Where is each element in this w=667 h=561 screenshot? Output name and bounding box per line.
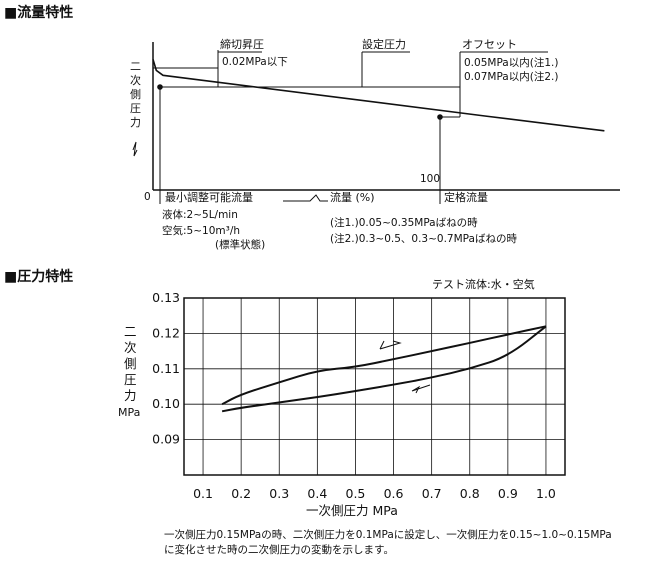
pressure-x-label: 一次側圧力 MPa xyxy=(306,503,398,518)
x-tick-label: 0.3 xyxy=(269,486,289,501)
p-y-char-3: 圧 xyxy=(124,372,137,387)
flow-note1: (注1.)0.05~0.35MPaばねの時 xyxy=(330,216,478,229)
pressure-ticks: 0.1 0.2 0.3 0.4 0.5 0.6 0.7 0.8 0.9 1.0 0.09 0.10 0.… xyxy=(152,290,556,501)
series-decreasing-line xyxy=(221,325,547,406)
pressure-heading: ■圧力特性 xyxy=(4,268,73,285)
y-tick-label: 0.09 xyxy=(152,432,180,447)
pressure-caption-line2: に変化させた時の二次側圧力の変動を示します。 xyxy=(164,543,394,556)
x-tick-label: 0.2 xyxy=(231,486,251,501)
rated-flow-point xyxy=(437,114,443,120)
rated-flow-label: 定格流量 xyxy=(444,190,488,204)
x-tick-label: 0.8 xyxy=(460,486,480,501)
p-y-unit: MPa xyxy=(118,406,140,419)
increase-direction-arrow xyxy=(379,340,402,350)
flow-axis-squiggle xyxy=(283,194,328,202)
flow-y-char-3: 圧 xyxy=(130,102,141,115)
offset-note2: 0.07MPa以内(注2.) xyxy=(464,70,558,83)
offset-label: オフセット xyxy=(462,38,517,51)
flow-heading: ■流量特性 xyxy=(4,4,73,21)
pressure-y-label: 二 次 側 圧 力 MPa xyxy=(118,324,140,419)
x-tick-label: 0.9 xyxy=(498,486,518,501)
x-tick-label: 0.6 xyxy=(384,486,404,501)
y-tick-label: 0.12 xyxy=(152,325,180,340)
air-range: 空気:5~10m³/h xyxy=(162,224,240,237)
flow-y-label: 二 次 側 圧 力 xyxy=(130,60,141,129)
p-y-char-0: 二 xyxy=(124,324,137,339)
x-tick-label: 0.1 xyxy=(193,486,213,501)
x-tick-label: 1.0 xyxy=(536,486,556,501)
min-flow-point xyxy=(157,84,163,90)
decrease-direction-arrow xyxy=(411,384,431,394)
offset-note1: 0.05MPa以内(注1.) xyxy=(464,56,558,69)
standard-state: (標準状態) xyxy=(215,238,265,251)
tight-shutoff-label: 締切昇圧 xyxy=(220,37,264,51)
p-y-char-4: 力 xyxy=(124,388,137,403)
y-tick-label: 0.11 xyxy=(152,361,180,376)
flow-note2: (注2.)0.3~0.5、0.3~0.7MPaばねの時 xyxy=(330,232,517,245)
flow-curve-line xyxy=(152,59,605,132)
flow-x-zero: 0 xyxy=(144,191,151,203)
x-tick-label: 0.4 xyxy=(307,486,327,501)
axis-break-mark xyxy=(132,141,138,157)
min-flow-label: 最小調整可能流量 xyxy=(165,190,253,204)
flow-x-label: 流量 (%) xyxy=(330,190,375,204)
p-y-char-1: 次 xyxy=(124,340,137,355)
tight-shutoff-value: 0.02MPa以下 xyxy=(222,56,288,68)
flow-x-hundred: 100 xyxy=(420,173,440,185)
set-pressure-label: 設定圧力 xyxy=(362,37,406,51)
flow-y-char-0: 二 xyxy=(130,60,141,73)
x-tick-label: 0.5 xyxy=(346,486,366,501)
flow-y-char-2: 側 xyxy=(130,88,141,101)
x-tick-label: 0.7 xyxy=(422,486,442,501)
pressure-grid xyxy=(183,297,566,476)
flow-y-char-1: 次 xyxy=(130,73,141,87)
series-increasing-line xyxy=(221,325,547,413)
liquid-range: 液体:2~5L/min xyxy=(162,208,238,221)
flow-y-char-4: 力 xyxy=(130,116,141,129)
y-tick-label: 0.13 xyxy=(152,290,180,305)
pressure-caption-line1: 一次側圧力0.15MPaの時、二次側圧力を0.1MPaに設定し、一次側圧力を0.… xyxy=(164,528,612,541)
test-fluid-label: テスト流体:水・空気 xyxy=(432,277,535,291)
y-tick-label: 0.10 xyxy=(152,396,180,411)
p-y-char-2: 側 xyxy=(124,356,137,371)
